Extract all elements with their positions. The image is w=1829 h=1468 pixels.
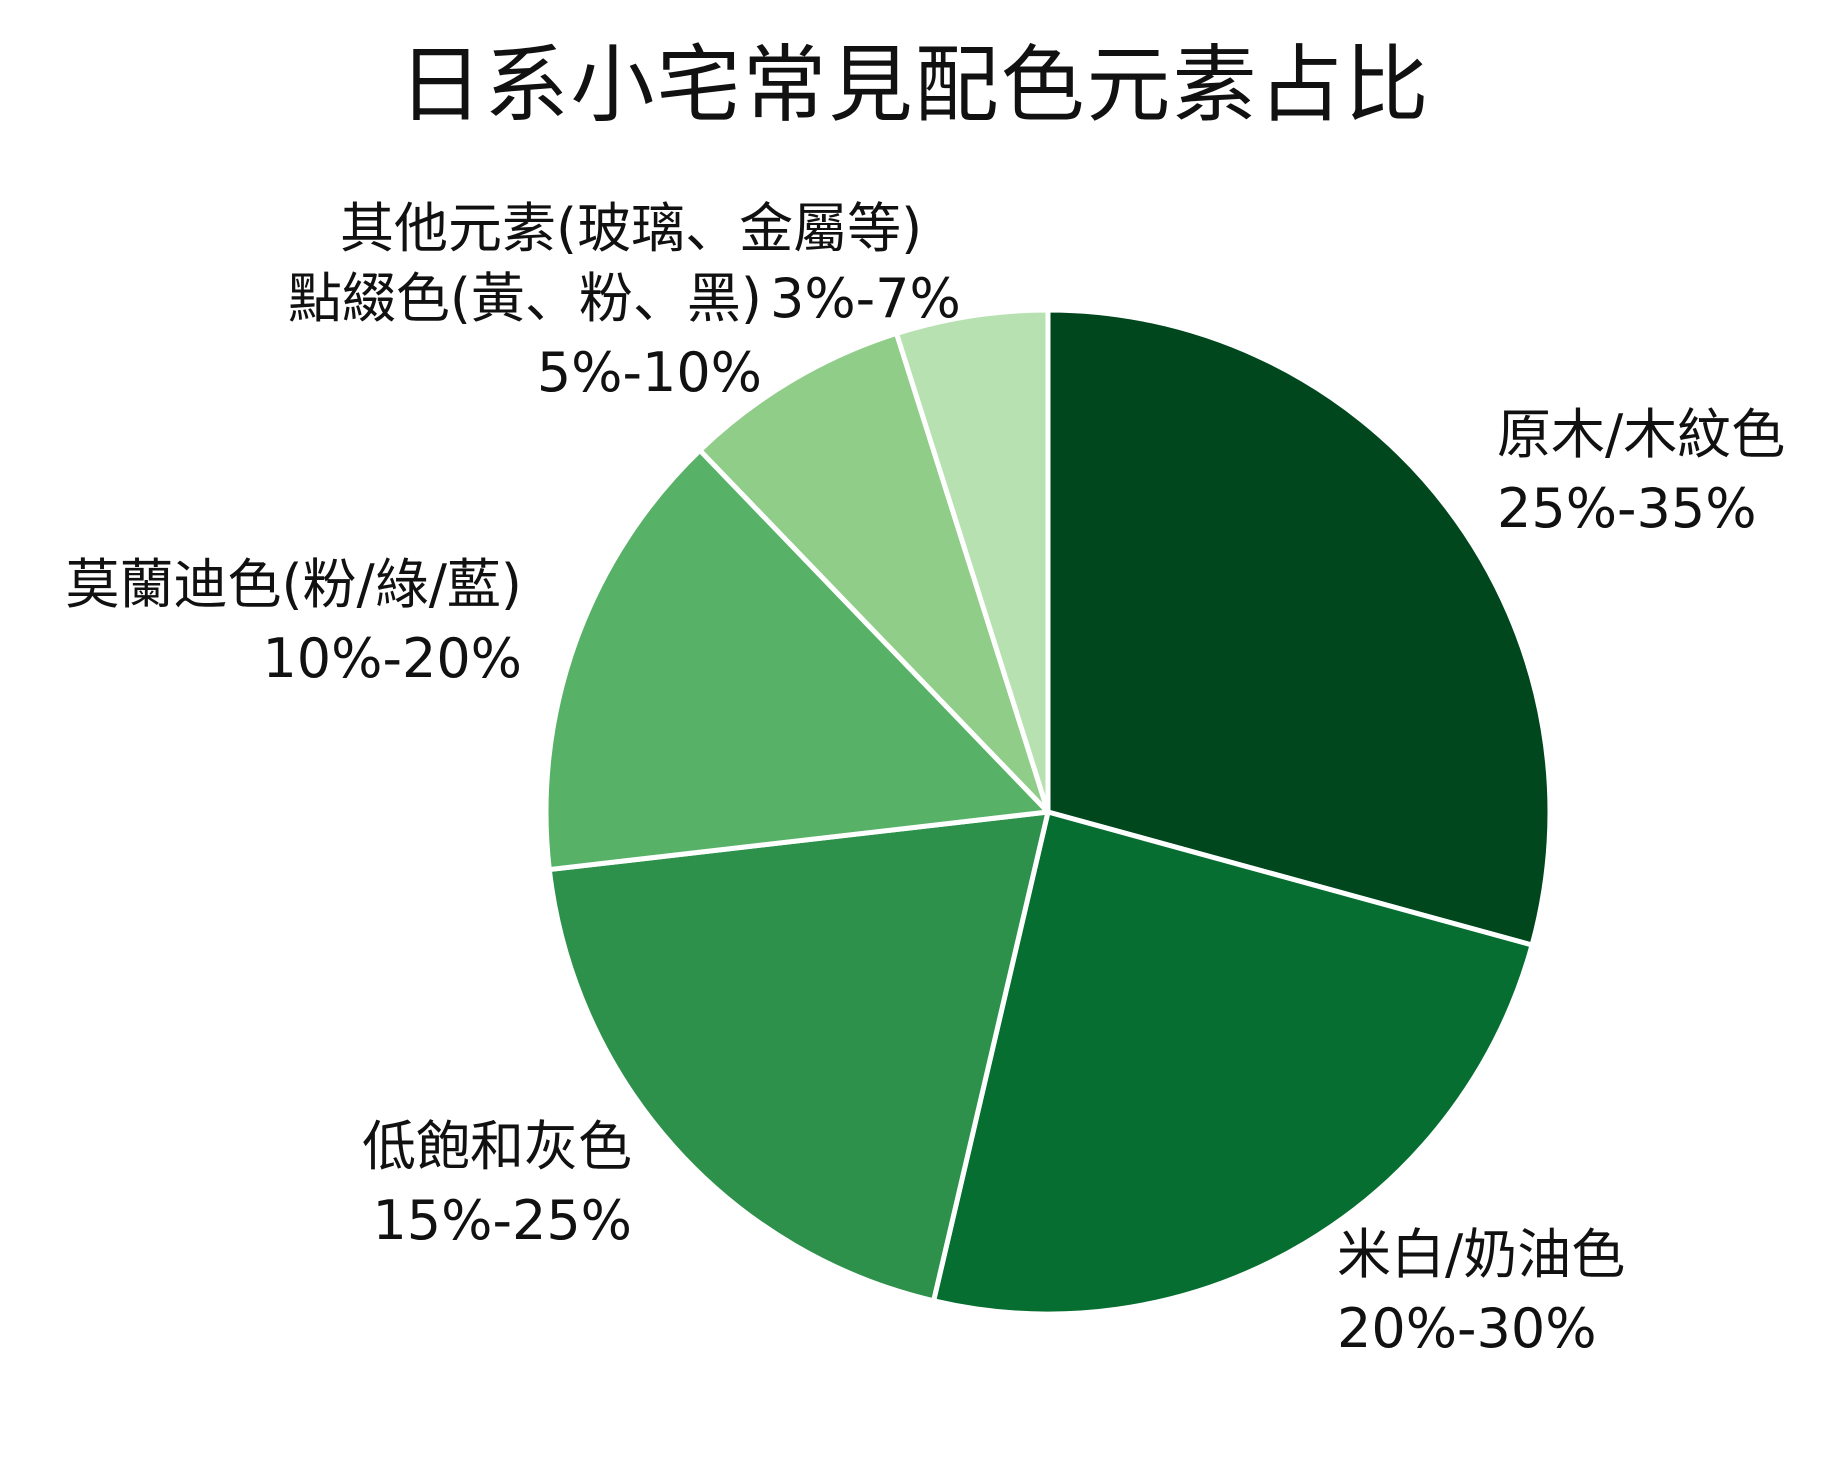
label-accent-name: 點綴色(黃、粉、黑) <box>287 267 762 330</box>
label-wood-range: 25%-35% <box>1497 477 1757 540</box>
pie-slice-4 <box>697 330 1051 815</box>
pie-slices <box>543 307 1553 1317</box>
label-gray-range: 15%-25% <box>372 1189 632 1252</box>
label-wood-name: 原木/木紋色 <box>1497 403 1786 466</box>
label-wood: 原木/木紋色 25%-35% <box>1497 398 1785 546</box>
label-other: 其他元素(玻璃、金屬等) <box>340 192 922 266</box>
pie-slice-1 <box>931 809 1535 1317</box>
label-cream: 米白/奶油色 20%-30% <box>1337 1218 1625 1366</box>
chart-title: 日系小宅常見配色元素占比 <box>398 36 1431 134</box>
pie-slice-5 <box>894 307 1051 815</box>
label-cream-range: 20%-30% <box>1337 1297 1597 1360</box>
label-gray: 低飽和灰色 15%-25% <box>362 1110 632 1258</box>
label-accent: 點綴色(黃、粉、黑) 5%-10% <box>288 262 762 410</box>
pie-slice-0 <box>1045 307 1553 948</box>
label-accent-range: 5%-10% <box>536 341 762 404</box>
label-morandi-name: 莫蘭迪色(粉/綠/藍) <box>65 553 522 616</box>
label-other-name: 其他元素(玻璃、金屬等) <box>340 197 923 260</box>
label-morandi: 莫蘭迪色(粉/綠/藍) 10%-20% <box>65 548 522 696</box>
pie-slice-3 <box>543 447 1051 873</box>
label-other-range: 3%-7% <box>770 267 961 330</box>
label-other-range-wrap: 3%-7% <box>770 262 961 336</box>
pie-slice-2 <box>546 809 1051 1304</box>
label-cream-name: 米白/奶油色 <box>1337 1223 1626 1286</box>
label-gray-name: 低飽和灰色 <box>362 1115 632 1178</box>
label-morandi-range: 10%-20% <box>262 627 522 690</box>
